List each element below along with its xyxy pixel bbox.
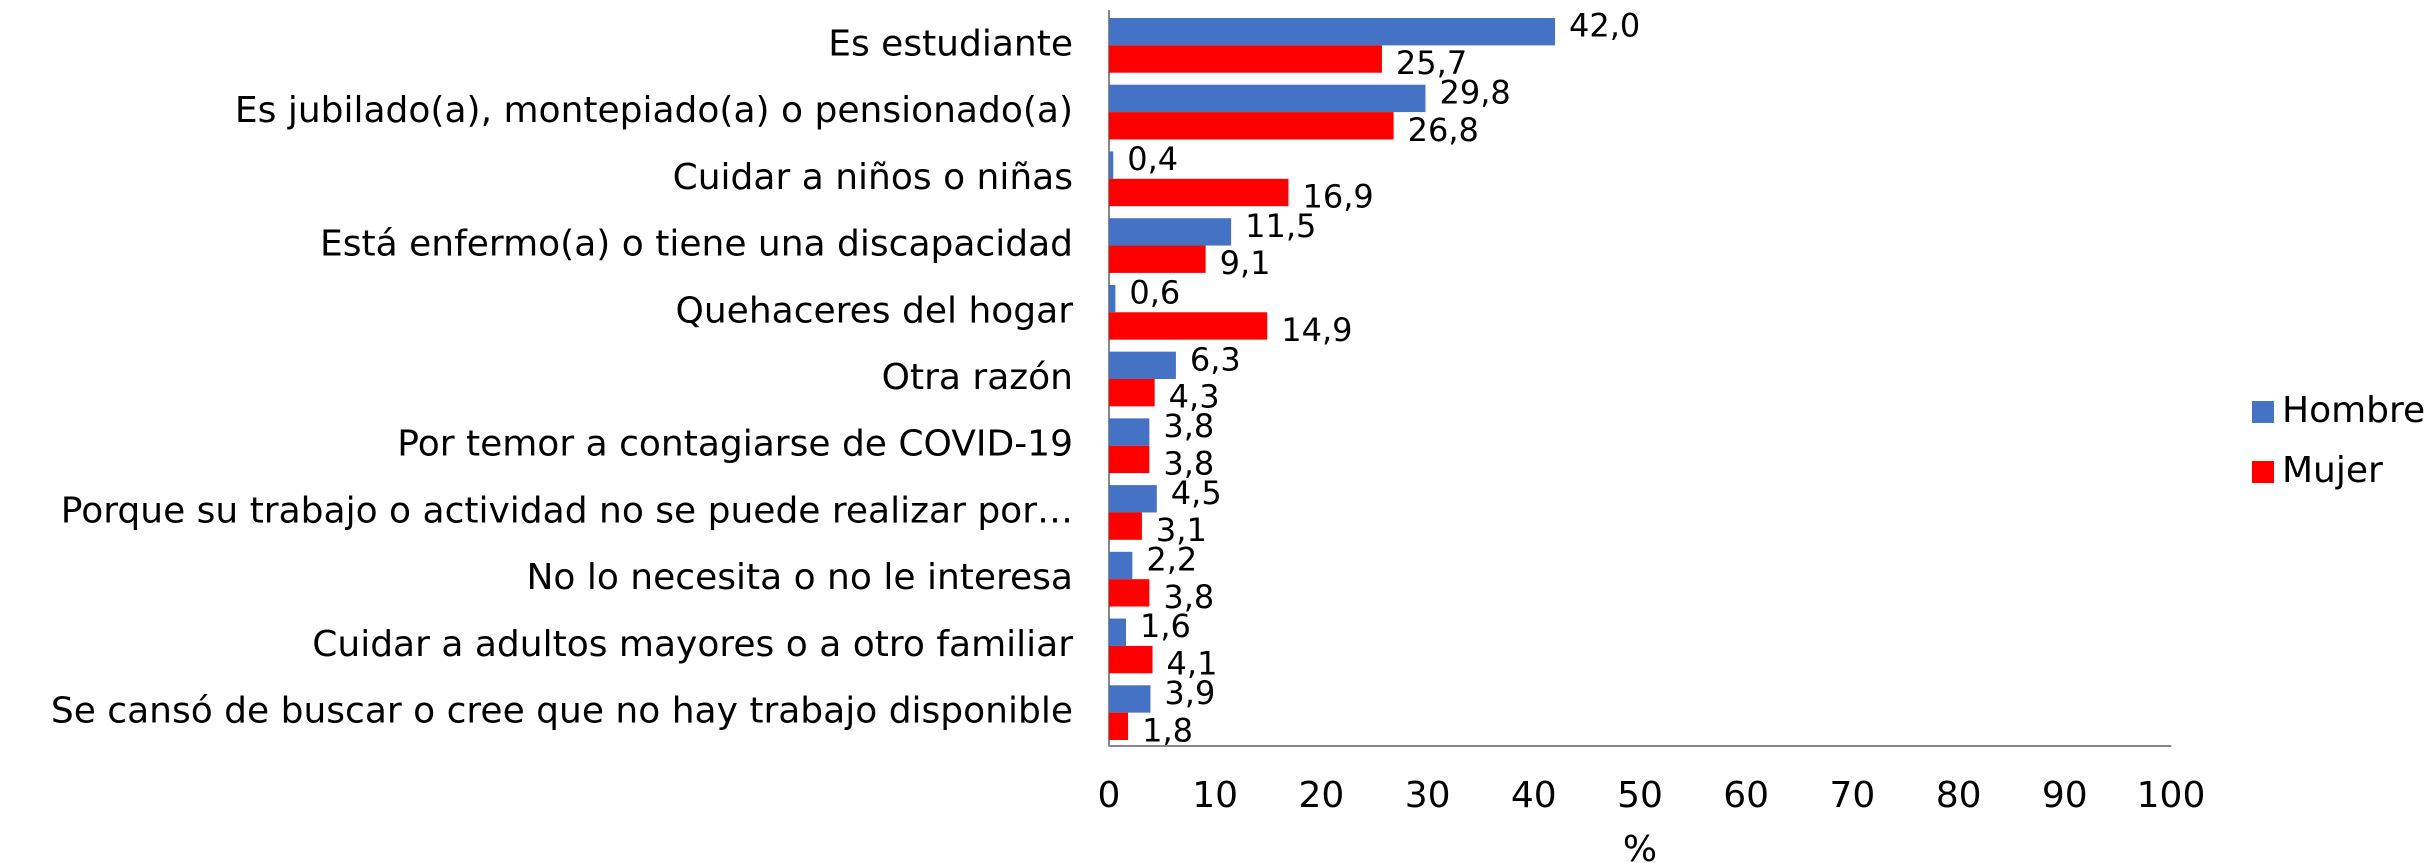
legend-label: Hombre — [2282, 390, 2425, 431]
bar — [1109, 551, 1133, 580]
value-label: 25,7 — [1396, 44, 1467, 82]
x-tick-label: 100 — [2137, 775, 2206, 816]
value-label: 0,6 — [1129, 274, 1180, 312]
bar — [1109, 485, 1157, 513]
bar — [1109, 618, 1126, 646]
bar — [1109, 178, 1289, 207]
legend-swatch — [2252, 461, 2274, 483]
value-label: 6,3 — [1190, 340, 1241, 378]
bar — [1109, 245, 1206, 273]
bar — [1109, 151, 1114, 179]
bar — [1109, 112, 1394, 140]
value-label: 16,9 — [1302, 177, 1373, 215]
bar — [1109, 445, 1150, 474]
category-label: Es estudiante — [828, 23, 1073, 64]
x-tick-label: 40 — [1511, 775, 1557, 816]
category-label: Por temor a contagiarse de COVID-19 — [397, 424, 1073, 465]
x-tick-label: 50 — [1617, 775, 1663, 816]
bar — [1109, 45, 1382, 73]
bar — [1109, 351, 1176, 379]
bar — [1109, 84, 1426, 113]
bar — [1109, 218, 1232, 246]
value-label: 3,9 — [1164, 674, 1215, 712]
bar — [1109, 284, 1116, 313]
category-label: Porque su trabajo o actividad no se pued… — [61, 490, 1073, 531]
value-label: 1,8 — [1142, 711, 1193, 749]
value-label: 14,9 — [1281, 311, 1352, 349]
value-label: 9,1 — [1220, 244, 1271, 282]
value-label: 1,6 — [1140, 607, 1191, 645]
x-tick-label: 0 — [1098, 775, 1121, 816]
x-tick-label: 60 — [1723, 775, 1769, 816]
value-label: 2,2 — [1146, 541, 1197, 579]
legend-label: Mujer — [2282, 450, 2383, 491]
bar — [1109, 379, 1155, 407]
bar — [1109, 645, 1153, 674]
value-label: 4,1 — [1167, 645, 1218, 683]
value-label: 0,4 — [1127, 140, 1178, 178]
category-label: Cuidar a niños o niñas — [673, 157, 1073, 198]
value-label: 3,8 — [1163, 578, 1214, 616]
bar — [1109, 579, 1150, 607]
bar — [1109, 512, 1142, 540]
x-tick-label: 30 — [1405, 775, 1451, 816]
value-label: 4,5 — [1171, 474, 1222, 512]
bar — [1109, 418, 1150, 446]
category-label: Cuidar a adultos mayores o a otro famili… — [312, 624, 1073, 665]
value-label: 4,3 — [1169, 378, 1220, 416]
value-label: 11,5 — [1245, 207, 1316, 245]
category-label: Está enfermo(a) o tiene una discapacidad — [320, 224, 1073, 265]
value-label: 3,8 — [1163, 444, 1214, 482]
x-tick-label: 90 — [2042, 775, 2088, 816]
value-label: 3,8 — [1163, 407, 1214, 445]
legend-swatch — [2252, 401, 2274, 423]
category-label: Es jubilado(a), montepiado(a) o pensiona… — [235, 90, 1073, 131]
bar — [1109, 18, 1556, 46]
category-label: Se cansó de buscar o cree que no hay tra… — [51, 691, 1073, 732]
bar — [1109, 712, 1129, 740]
value-label: 42,0 — [1569, 7, 1640, 45]
x-tick-label: 70 — [1829, 775, 1875, 816]
bar — [1109, 312, 1268, 340]
category-label: Quehaceres del hogar — [676, 290, 1074, 331]
x-tick-label: 80 — [1936, 775, 1982, 816]
x-tick-label: 20 — [1298, 775, 1344, 816]
x-tick-label: 10 — [1192, 775, 1238, 816]
category-label: Otra razón — [882, 357, 1073, 398]
x-axis-label: % — [1623, 829, 1657, 863]
value-label: 3,1 — [1156, 511, 1207, 549]
category-label: No lo necesita o no le interesa — [526, 557, 1073, 598]
bar — [1109, 685, 1151, 713]
value-label: 26,8 — [1408, 111, 1479, 149]
value-label: 29,8 — [1439, 73, 1510, 111]
